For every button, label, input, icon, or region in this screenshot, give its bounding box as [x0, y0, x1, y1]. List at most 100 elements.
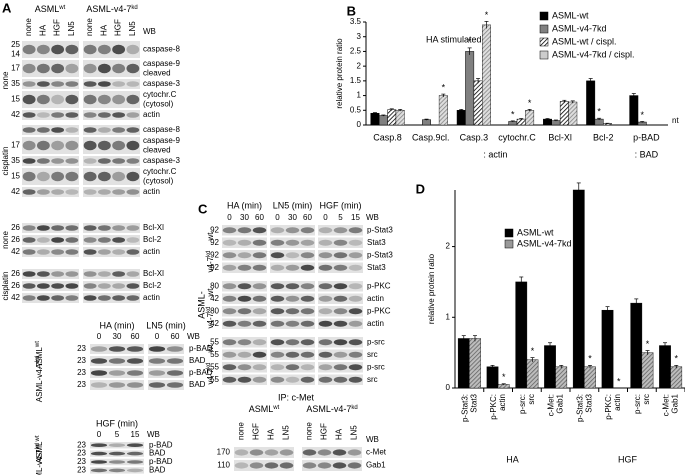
band-label: BAD	[189, 380, 206, 389]
blot-band	[285, 351, 300, 358]
blot	[22, 91, 79, 108]
blot-band	[222, 264, 237, 271]
blot-band	[65, 295, 79, 301]
bar	[486, 366, 499, 389]
blot	[22, 247, 79, 257]
bar-hatch	[498, 384, 510, 388]
time-header: LN5 (min)	[146, 320, 186, 330]
y-tick-label: 3.5	[350, 17, 362, 26]
blot-band	[97, 283, 111, 289]
x-tick-label: p-BAD	[633, 132, 660, 142]
side-label: ASML-v4-7kd	[35, 443, 45, 475]
blot-band	[348, 283, 363, 290]
blot-band	[65, 225, 79, 231]
blot-band	[90, 346, 108, 352]
x-tick-label: Bcl-Xl	[548, 132, 572, 142]
mw-label: 23	[77, 457, 86, 466]
y-tick-label: 1	[357, 91, 362, 100]
blot-band	[300, 295, 315, 302]
blot-band	[51, 63, 65, 74]
time-label: 0	[323, 213, 328, 222]
blot-band	[252, 283, 267, 290]
blot-band	[348, 252, 363, 259]
side-title: ASML-	[196, 291, 206, 319]
bar	[465, 51, 475, 126]
blot-band	[112, 112, 126, 118]
blot-band	[148, 370, 166, 376]
blot-band	[22, 189, 36, 195]
mw-label: 35	[11, 79, 20, 88]
y-axis-label: relative protein ratio	[427, 253, 436, 324]
significance: *	[640, 110, 644, 120]
mw-label: 26	[11, 281, 20, 290]
x-tick-label: Gab1	[671, 393, 680, 413]
bar	[630, 302, 643, 389]
blot-band	[148, 382, 166, 388]
blot-band	[126, 460, 144, 464]
significance: *	[502, 372, 506, 382]
blot-band	[22, 225, 36, 231]
blot-band	[22, 140, 36, 151]
x-tick-label: p-PKC:	[604, 394, 613, 420]
blot-band	[126, 346, 144, 352]
side-label-main: ASML-v4-7	[35, 449, 44, 475]
blot-band	[112, 283, 126, 289]
bar-hatch	[395, 110, 405, 125]
blot-band	[126, 443, 144, 447]
blot-band	[348, 295, 363, 302]
blot-band	[285, 227, 300, 234]
mw-label: 23	[77, 380, 86, 389]
band-label: p-BAD	[149, 457, 173, 466]
blot-band	[333, 339, 348, 346]
blot-band	[65, 81, 79, 87]
blot-band	[108, 346, 126, 352]
blot-band	[318, 308, 333, 315]
blot-band	[83, 140, 97, 151]
blot-band	[22, 237, 36, 243]
bar	[586, 80, 596, 126]
blot-band	[126, 63, 140, 74]
bar	[629, 95, 639, 126]
y-tick-label: 2	[446, 242, 451, 251]
blot-band	[83, 189, 97, 195]
legend-label: ASML-v4-7kd	[517, 238, 572, 248]
blot-band	[252, 364, 267, 371]
legend-label: ASML-v4-7kd / cispl.	[552, 49, 635, 59]
time-label: 0	[275, 213, 280, 222]
bar	[559, 101, 569, 126]
band-label: Bcl-2	[143, 235, 162, 244]
blot-band	[126, 112, 140, 118]
wb-label: WB	[366, 435, 379, 444]
blot-band	[234, 462, 249, 469]
time-label: 15	[351, 213, 360, 222]
mw-label: 92	[210, 250, 219, 259]
blot-band	[300, 339, 315, 346]
blot-band	[270, 351, 285, 358]
blot-band	[65, 271, 79, 277]
blot-band	[36, 283, 50, 289]
lane-label: HGF	[320, 423, 329, 440]
mw-label: 17	[11, 64, 20, 73]
blot-band	[65, 44, 79, 55]
blot-band	[65, 94, 79, 105]
bar	[516, 118, 526, 126]
band-label: c-Met	[366, 448, 387, 457]
blot	[83, 79, 140, 89]
chart-title: HA stimulated	[426, 34, 482, 44]
blot-band	[65, 249, 79, 255]
blot	[22, 269, 79, 279]
side-label-main: v4-7	[206, 256, 215, 272]
blot	[22, 41, 79, 58]
blot-band	[237, 339, 252, 346]
blot-band	[22, 271, 36, 277]
group-label: ASML-v4-7kd	[306, 404, 357, 414]
blot-band	[112, 44, 126, 55]
significance: *	[674, 354, 678, 364]
blot-band	[22, 283, 36, 289]
blot-band	[22, 44, 36, 55]
band-label: (cytosol)	[143, 99, 174, 108]
blot-band	[126, 81, 140, 87]
blot-band	[83, 44, 97, 55]
section-label: none	[1, 231, 10, 249]
blot-band	[83, 127, 97, 133]
